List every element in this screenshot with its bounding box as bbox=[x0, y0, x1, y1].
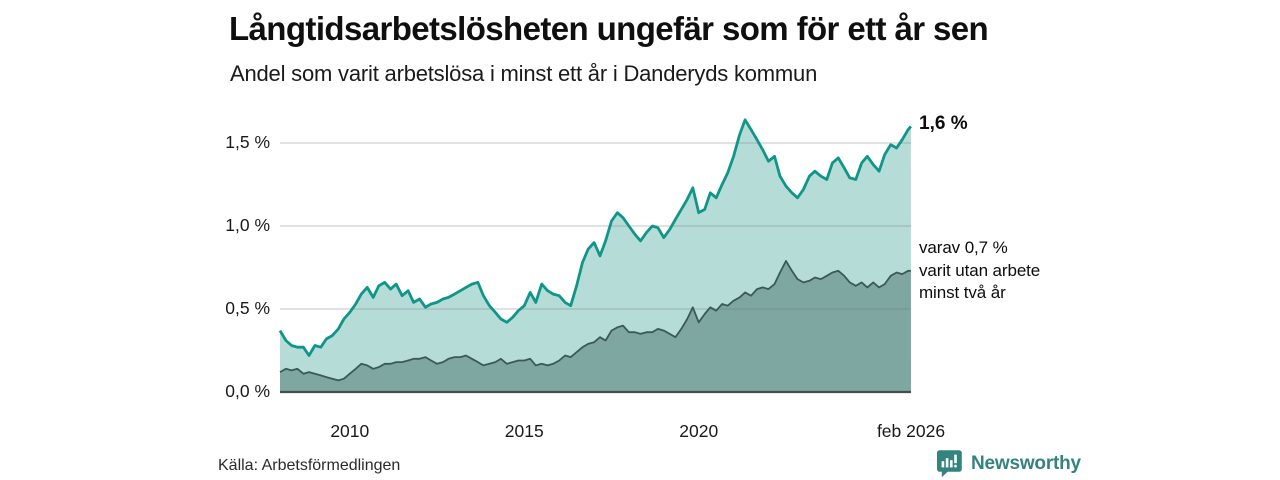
series-end-annotation: varav 0,7 % varit utan arbete minst två … bbox=[919, 238, 1041, 303]
y-tick-label: 0,0 % bbox=[225, 381, 270, 401]
x-tick-label: feb 2026 bbox=[876, 421, 946, 441]
gridlines bbox=[280, 142, 911, 310]
brand-logo: Newsworthy bbox=[936, 449, 1081, 478]
y-tick-label: 1,0 % bbox=[225, 215, 270, 235]
page-title: Långtidsarbetslösheten ungefär som för e… bbox=[229, 10, 989, 47]
page-subtitle: Andel som varit arbetslösa i minst ett å… bbox=[230, 61, 818, 86]
x-tick-label: 2020 bbox=[679, 421, 719, 441]
x-tick-label: 2015 bbox=[504, 421, 544, 441]
source-note: Källa: Arbetsförmedlingen bbox=[218, 457, 401, 474]
series-end-annotation: 1,6 % bbox=[919, 113, 968, 135]
y-tick-label: 1,5 % bbox=[225, 132, 270, 152]
speech-bubble-bar-chart-icon bbox=[937, 450, 962, 478]
line-two-year-unemployed bbox=[279, 260, 911, 382]
y-tick-label: 0,5 % bbox=[225, 298, 270, 318]
x-tick-label: 2010 bbox=[330, 421, 370, 441]
line-total-unemployed bbox=[278, 118, 912, 357]
brand-name: Newsworthy bbox=[971, 452, 1081, 474]
